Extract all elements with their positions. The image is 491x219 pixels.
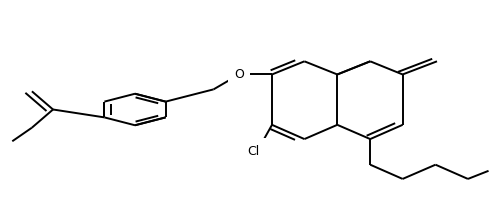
Text: Cl: Cl (247, 145, 259, 158)
Text: O: O (234, 68, 244, 81)
